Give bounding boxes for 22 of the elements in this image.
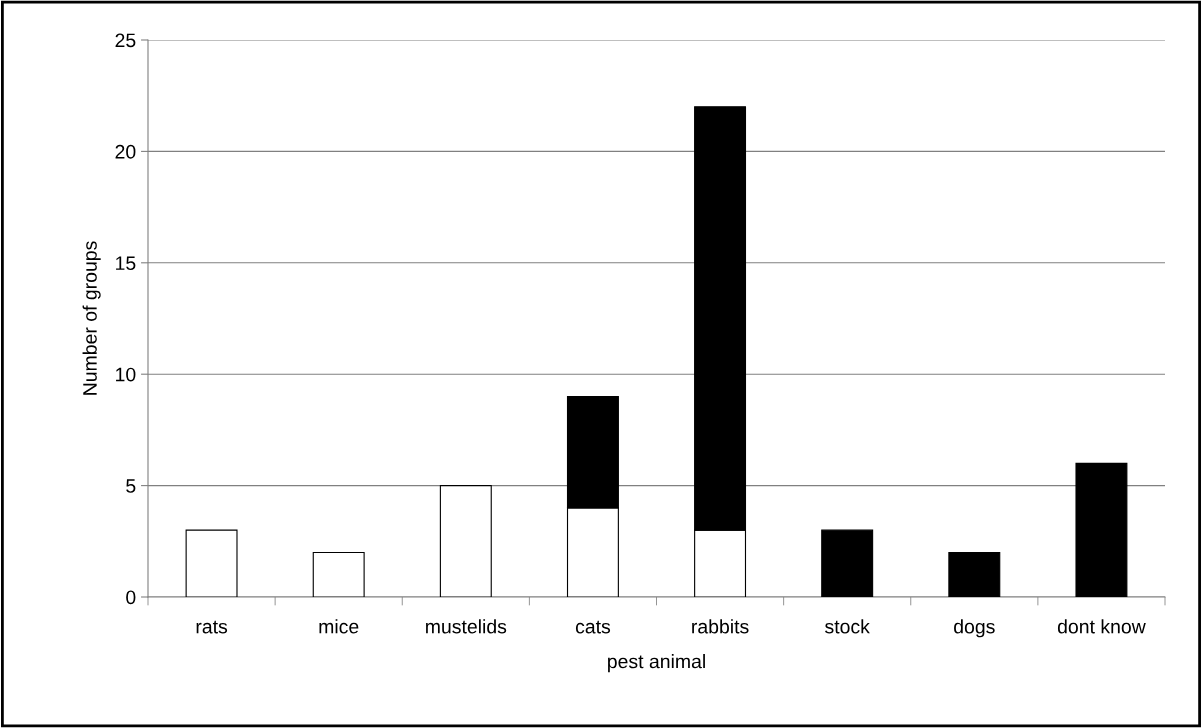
bar bbox=[185, 529, 238, 597]
x-tick-label: stock bbox=[825, 619, 870, 634]
bar bbox=[1075, 462, 1128, 597]
x-tick-label: dont know bbox=[1057, 619, 1146, 634]
bar bbox=[821, 529, 874, 597]
bar bbox=[312, 551, 365, 597]
x-tick-label: rats bbox=[196, 620, 228, 634]
bar bbox=[439, 485, 492, 597]
bar bbox=[948, 551, 1001, 597]
x-tick-label: rabbits bbox=[692, 619, 749, 634]
x-tick-label: mice bbox=[319, 619, 359, 634]
y-tick-label: 10 bbox=[116, 367, 136, 382]
y-tick-label: 15 bbox=[116, 256, 136, 271]
y-axis-title: Number of groups bbox=[82, 241, 101, 395]
x-tick-label: cats bbox=[575, 620, 611, 634]
y-tick-label: 25 bbox=[115, 33, 136, 48]
x-tick-label: mustelids bbox=[426, 619, 507, 634]
y-tick-label: 5 bbox=[126, 479, 136, 493]
x-axis-title: pest animal bbox=[608, 654, 705, 673]
y-tick-label: 0 bbox=[126, 590, 136, 605]
x-tick-label: dogs bbox=[954, 619, 995, 638]
y-tick-label: 20 bbox=[115, 144, 136, 159]
